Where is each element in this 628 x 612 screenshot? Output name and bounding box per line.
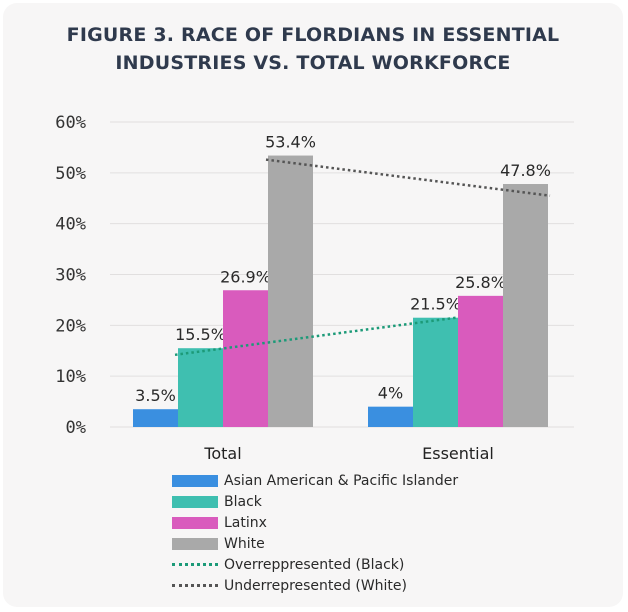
legend-item: Asian American & Pacific Islander [172, 470, 458, 491]
y-tick-label: 60% [55, 113, 86, 133]
legend-item: Underrepresented (White) [172, 575, 458, 596]
bar [368, 406, 413, 427]
y-tick-label: 40% [55, 215, 86, 235]
y-tick-label: 10% [55, 367, 86, 387]
y-tick-label: 50% [55, 164, 86, 184]
x-tick-label: Total [203, 444, 241, 463]
legend-label: Asian American & Pacific Islander [224, 472, 459, 489]
y-tick-label: 20% [55, 316, 86, 336]
legend-item: Overreppresented (Black) [172, 554, 458, 575]
bar [133, 409, 178, 427]
legend-item: Latinx [172, 512, 458, 533]
data-label: 21.5% [410, 295, 461, 314]
legend-line-swatch [172, 563, 218, 566]
trend-line [265, 158, 551, 197]
y-tick-label: 0% [66, 418, 86, 438]
data-label: 47.8% [500, 161, 551, 180]
data-label: 26.9% [220, 267, 271, 286]
legend-label: Black [224, 493, 262, 510]
y-tick-label: 30% [55, 266, 86, 286]
data-label: 53.4% [265, 133, 316, 152]
legend-label: Overreppresented (Black) [224, 556, 405, 573]
bar [458, 295, 503, 427]
chart-title-line-2: INDUSTRIES VS. TOTAL WORKFORCE [115, 52, 511, 74]
legend-label: White [224, 535, 265, 552]
legend-label: Latinx [224, 514, 267, 531]
x-tick-label: Essential [422, 444, 494, 463]
bar [268, 155, 313, 428]
legend-item: Black [172, 491, 458, 512]
legend-swatch [172, 495, 218, 508]
data-label: 4% [378, 384, 403, 403]
legend-swatch [172, 516, 218, 529]
chart-title-line-1: FIGURE 3. RACE OF FLORDIANS IN ESSENTIAL [66, 24, 560, 46]
data-label: 3.5% [135, 386, 176, 405]
bar [413, 317, 458, 427]
chart-legend: Asian American & Pacific Islander Black La… [172, 470, 458, 596]
data-label: 15.5% [175, 325, 226, 344]
data-label: 25.8% [455, 273, 506, 292]
legend-swatch [172, 474, 218, 487]
bar [178, 348, 223, 427]
legend-line-swatch [172, 584, 218, 587]
legend-item: White [172, 533, 458, 554]
chart-title: FIGURE 3. RACE OF FLORDIANS IN ESSENTIAL… [3, 21, 623, 77]
bar [503, 184, 548, 427]
legend-label: Underrepresented (White) [224, 577, 407, 594]
bar [223, 290, 268, 427]
legend-swatch [172, 537, 218, 550]
